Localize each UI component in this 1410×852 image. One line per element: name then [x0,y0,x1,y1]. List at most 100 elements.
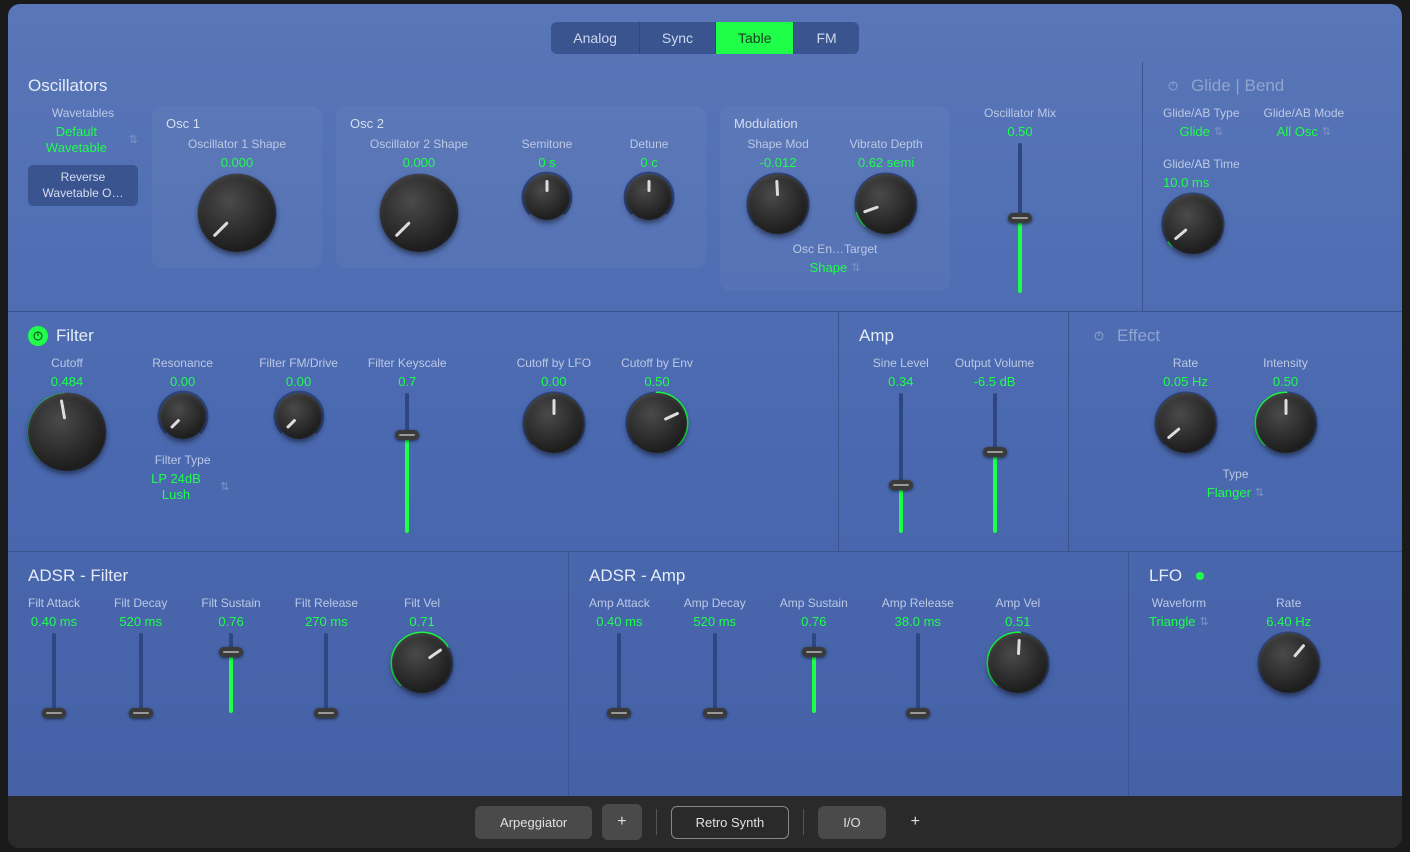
osc1-title: Osc 1 [166,116,308,131]
glide-mode-select[interactable]: All Osc ⇅ [1277,124,1331,139]
amp-title: Amp [859,326,1048,346]
tab-sync[interactable]: Sync [640,22,716,54]
resonance-knob[interactable] [160,393,206,439]
adsr-amp-title: ADSR - Amp [589,566,1108,586]
glide-type-select[interactable]: Glide ⇅ [1179,124,1223,139]
effect-rate-label: Rate [1173,356,1198,370]
osc-env-target-select[interactable]: Shape ⇅ [810,260,861,275]
oscillators-title: Oscillators [28,76,1122,96]
cutoff-env-label: Cutoff by Env [621,356,693,370]
divider [656,809,657,835]
amp-sustain-slider[interactable] [804,633,824,713]
osc2-shape-knob[interactable] [380,174,458,252]
wavetables-select[interactable]: Default Wavetable ⇅ [28,124,138,155]
output-volume-label: Output Volume [955,356,1034,370]
effect-intensity-knob[interactable] [1256,393,1316,453]
effect-intensity-label: Intensity [1263,356,1308,370]
amp-vel-value: 0.51 [1005,614,1030,629]
wavetables-label: Wavetables [52,106,114,120]
filt-release-slider[interactable] [316,633,336,713]
amp-attack-label: Amp Attack [589,596,650,610]
io-button[interactable]: I/O [818,806,885,839]
filter-section: Filter Cutoff 0.484 Resonance 0.00 [8,312,838,551]
power-icon [1093,330,1105,342]
osc1-shape-value: 0.000 [221,155,254,170]
effect-type-select[interactable]: Flanger ⇅ [1207,485,1264,500]
osc2-detune-value: 0 c [640,155,657,170]
filter-type-select[interactable]: LP 24dB Lush ⇅ [136,471,229,502]
add-right-button[interactable]: + [896,804,935,840]
output-volume-slider[interactable] [985,393,1005,533]
filter-power-button[interactable] [28,326,48,346]
glide-type-value: Glide [1179,124,1209,139]
shapemod-knob[interactable] [748,174,808,234]
amp-vel-label: Amp Vel [995,596,1040,610]
glide-mode-value: All Osc [1277,124,1318,139]
osc2-semitone-knob[interactable] [524,174,570,220]
filter-title-row: Filter [28,326,818,346]
filt-decay-slider[interactable] [131,633,151,713]
sine-level-label: Sine Level [873,356,929,370]
glide-section: Glide | Bend Glide/AB Type Glide ⇅ Glide… [1142,62,1402,311]
filt-vel-value: 0.71 [409,614,434,629]
cutoff-env-value: 0.50 [644,374,669,389]
filt-decay-label: Filt Decay [114,596,167,610]
amp-release-slider[interactable] [908,633,928,713]
reverse-wavetable-button[interactable]: Reverse Wavetable O… [28,165,138,206]
lfo-waveform-select[interactable]: Triangle ⇅ [1149,614,1209,629]
osc2-detune-label: Detune [630,137,669,151]
filter-fm-knob[interactable] [276,393,322,439]
glide-title: Glide | Bend [1191,76,1284,96]
filter-type-label: Filter Type [155,453,211,467]
retro-synth-button[interactable]: Retro Synth [671,806,790,839]
amp-release-value: 38.0 ms [895,614,941,629]
chevron-updown-icon: ⇅ [851,261,860,274]
cutoff-lfo-knob[interactable] [524,393,584,453]
osc-env-target-label: Osc En…Target [793,242,878,256]
cutoff-label: Cutoff [51,356,83,370]
cutoff-env-knob[interactable] [627,393,687,453]
osc1-shape-knob[interactable] [198,174,276,252]
filter-title: Filter [56,326,94,346]
vibrato-label: Vibrato Depth [849,137,922,151]
lfo-title-row: LFO [1149,566,1382,586]
filter-fm-label: Filter FM/Drive [259,356,338,370]
osc-mix-slider[interactable] [1010,143,1030,293]
glide-power-button[interactable] [1163,76,1183,96]
osc1-panel: Osc 1 Oscillator 1 Shape 0.000 [152,106,322,268]
amp-attack-slider[interactable] [609,633,629,713]
cutoff-knob[interactable] [28,393,106,471]
osc2-shape-value: 0.000 [403,155,436,170]
output-volume-value: -6.5 dB [974,374,1016,389]
wavetables-value: Default Wavetable [28,124,125,155]
vibrato-knob[interactable] [856,174,916,234]
keyscale-slider[interactable] [397,393,417,533]
filt-attack-value: 0.40 ms [31,614,77,629]
sine-level-slider[interactable] [891,393,911,533]
effect-power-button[interactable] [1089,326,1109,346]
effect-title-row: Effect [1089,326,1382,346]
add-left-button[interactable]: + [602,804,641,840]
filt-sustain-slider[interactable] [221,633,241,713]
effect-type-label: Type [1222,467,1248,481]
amp-vel-knob[interactable] [988,633,1048,693]
filt-attack-slider[interactable] [44,633,64,713]
osc2-detune-knob[interactable] [626,174,672,220]
oscillators-section: Oscillators Wavetables Default Wavetable… [8,62,1142,311]
effect-rate-knob[interactable] [1156,393,1216,453]
amp-decay-slider[interactable] [705,633,725,713]
tab-analog[interactable]: Analog [551,22,640,54]
osc-mix-value: 0.50 [1007,124,1032,139]
tab-fm[interactable]: FM [794,22,858,54]
amp-sustain-value: 0.76 [801,614,826,629]
glide-time-knob[interactable] [1163,194,1223,254]
lfo-rate-label: Rate [1276,596,1301,610]
filt-vel-knob[interactable] [392,633,452,693]
arpeggiator-button[interactable]: Arpeggiator [475,806,592,839]
osc2-panel: Osc 2 Oscillator 2 Shape 0.000 Semitone [336,106,706,268]
tab-table[interactable]: Table [716,22,794,54]
chevron-updown-icon: ⇅ [220,480,229,493]
lfo-rate-knob[interactable] [1259,633,1319,693]
chevron-updown-icon: ⇅ [129,133,138,146]
amp-decay-label: Amp Decay [684,596,746,610]
